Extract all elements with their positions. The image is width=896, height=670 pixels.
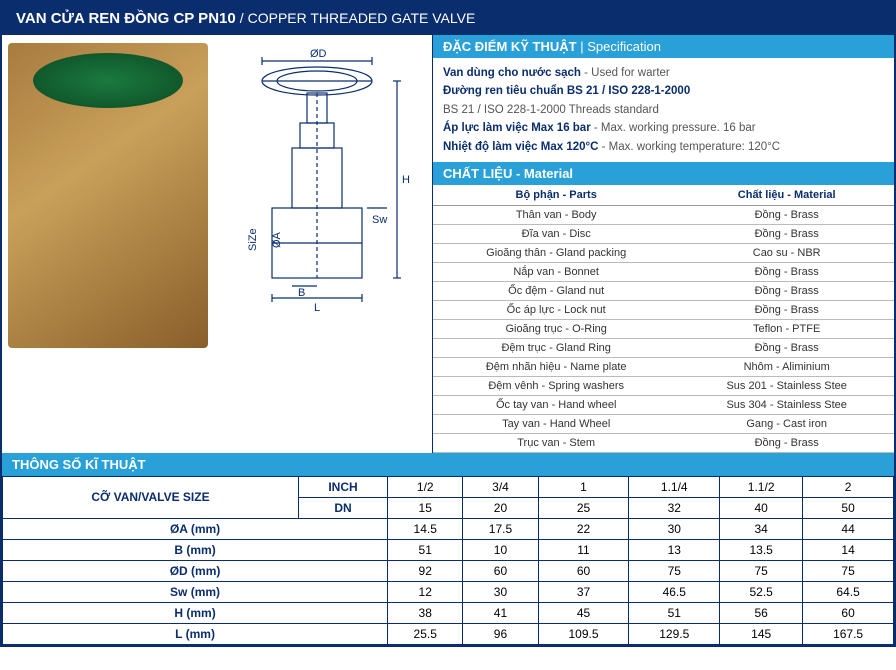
figure-area: ØD H Sw ØA SiZe B L: [2, 35, 432, 453]
title-en: COPPER THREADED GATE VALVE: [248, 10, 476, 26]
svg-text:H: H: [402, 174, 410, 186]
material-row: Đệm vênh - Spring washersSus 201 - Stain…: [433, 376, 894, 395]
material-table: Bộ phận - PartsChất liệu - Material Thân…: [433, 185, 894, 453]
svg-text:B: B: [298, 287, 305, 299]
material-row: Gioăng thân - Gland packingCao su - NBR: [433, 243, 894, 262]
material-row: Gioăng trục - O-RingTeflon - PTFE: [433, 319, 894, 338]
spec-column: ĐẶC ĐIỂM KỸ THUẬT | Specification Van dù…: [432, 35, 894, 453]
title-sep: /: [240, 10, 244, 26]
spec-line: Áp lực làm việc Max 16 bar - Max. workin…: [443, 119, 884, 137]
size-row: B (mm)5110111313.514: [3, 539, 894, 560]
size-row: ØD (mm)926060757575: [3, 560, 894, 581]
spec-line: Van dùng cho nước sạch - Used for warter: [443, 64, 884, 82]
svg-text:SiZe: SiZe: [247, 228, 259, 251]
size-row: ØA (mm)14.517.522303444: [3, 518, 894, 539]
material-row: Đĩa van - DiscĐồng - Brass: [433, 224, 894, 243]
material-row: Thân van - BodyĐồng - Brass: [433, 205, 894, 224]
material-row: Đệm trục - Gland RingĐồng - Brass: [433, 338, 894, 357]
material-col-header: Bộ phận - Parts: [433, 185, 679, 206]
size-header: THÔNG SỐ KĨ THUẬT: [2, 453, 894, 476]
material-row: Ốc áp lực - Lock nutĐồng - Brass: [433, 300, 894, 319]
valve-photo: [8, 43, 208, 348]
material-header: CHẤT LIỆU - Material: [433, 162, 894, 185]
size-row: H (mm)384145515660: [3, 602, 894, 623]
material-row: Đệm nhãn hiệu - Name plateNhôm - Alimini…: [433, 357, 894, 376]
material-row: Trục van - StemĐồng - Brass: [433, 433, 894, 452]
material-col-header: Chất liệu - Material: [679, 185, 894, 206]
material-row: Ốc đệm - Gland nutĐồng - Brass: [433, 281, 894, 300]
spec-line: Đường ren tiêu chuẩn BS 21 / ISO 228-1-2…: [443, 82, 884, 100]
svg-text:ØA: ØA: [271, 231, 283, 248]
material-row: Ốc tay van - Hand wheelSus 304 - Stainle…: [433, 395, 894, 414]
size-table: CỠ VAN/VALVE SIZEINCH1/23/411.1/41.1/22D…: [2, 476, 894, 645]
svg-text:ØD: ØD: [310, 48, 327, 60]
size-row: CỠ VAN/VALVE SIZEINCH1/23/411.1/41.1/22: [3, 476, 894, 497]
size-row: L (mm)25.596109.5129.5145167.5: [3, 623, 894, 644]
valve-drawing: ØD H Sw ØA SiZe B L: [212, 43, 422, 348]
spec-line: Nhiệt độ làm việc Max 120°C - Max. worki…: [443, 138, 884, 156]
spec-header: ĐẶC ĐIỂM KỸ THUẬT | Specification: [433, 35, 894, 58]
spec-body: Van dùng cho nước sạch - Used for warter…: [433, 58, 894, 162]
size-row: Sw (mm)12303746.552.564.5: [3, 581, 894, 602]
svg-text:Sw: Sw: [372, 214, 387, 226]
title-vn: VAN CỬA REN ĐỒNG CP PN10: [16, 10, 236, 27]
title-bar: VAN CỬA REN ĐỒNG CP PN10 / COPPER THREAD…: [2, 2, 894, 35]
material-row: Nắp van - BonnetĐồng - Brass: [433, 262, 894, 281]
material-row: Tay van - Hand WheelGang - Cast iron: [433, 414, 894, 433]
spec-line: BS 21 / ISO 228-1-2000 Threads standard: [443, 101, 884, 119]
svg-text:L: L: [314, 302, 320, 314]
